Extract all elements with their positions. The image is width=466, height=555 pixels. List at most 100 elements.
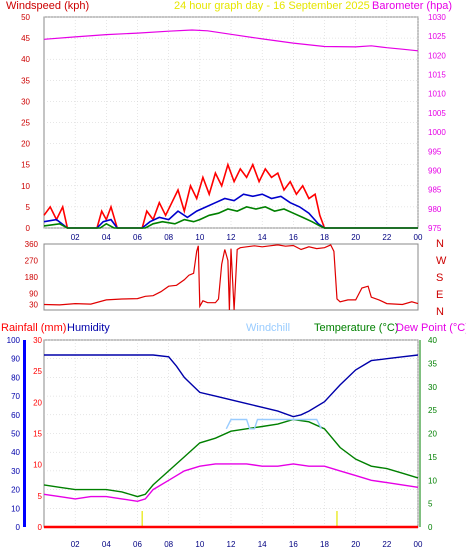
barometer-tick-label: 985 [428, 186, 442, 195]
dewpoint-axis-title: Dew Point (°C) [396, 322, 466, 334]
humidity-tick-label: 20 [11, 486, 20, 495]
humidity-axis-title: Humidity [67, 322, 110, 334]
barometer-tick-label: 990 [428, 166, 442, 175]
direction-panel-frame [43, 243, 419, 311]
wind-x-tick-label: 16 [289, 233, 298, 242]
direction-panel-series [43, 244, 419, 311]
wind-panel-series [43, 29, 419, 229]
direction-tick-label: 90 [29, 290, 38, 299]
temp-x-tick-label: 08 [164, 540, 173, 549]
barometer-tick-label: 975 [428, 224, 442, 233]
temp-x-tick-label: 06 [133, 540, 142, 549]
humidity-tick-label: 80 [11, 373, 20, 382]
wind-panel-axes: 0510152025303540455097598098599099510001… [21, 13, 446, 242]
temperature-tick-label: 35 [428, 359, 437, 368]
wind-x-tick-label: 18 [320, 233, 329, 242]
temperature-tick-label: 40 [428, 336, 437, 345]
rainfall-tick-label: 0 [38, 523, 43, 532]
wind_avg-line [43, 193, 418, 229]
wind_gust-line [43, 162, 418, 229]
direction-tick-label: 30 [29, 301, 38, 310]
rainfall-tick-label: 10 [33, 461, 42, 470]
humidity-tick-label: 30 [11, 467, 20, 476]
rainfall-tick-label: 30 [33, 336, 42, 345]
barometer-tick-label: 995 [428, 147, 442, 156]
humidity-tick-label: 40 [11, 448, 20, 457]
rainfall-tick-label: 20 [33, 398, 42, 407]
barometer-tick-label: 1015 [428, 71, 446, 80]
barometer-tick-label: 1020 [428, 51, 446, 60]
wind-x-tick-label: 20 [351, 233, 360, 242]
humidity-tick-label: 50 [11, 430, 20, 439]
wind-x-tick-label: 12 [227, 233, 236, 242]
rainfall-axis-title: Rainfall (mm) [1, 322, 66, 334]
temperature-tick-label: 15 [428, 453, 437, 462]
rainfall-tick-label: 15 [33, 430, 42, 439]
barometer-tick-label: 1030 [428, 13, 446, 22]
wind-direction-line [43, 244, 419, 311]
humidity-tick-label: 10 [11, 504, 20, 513]
wind-x-tick-label: 00 [414, 233, 423, 242]
barometer-tick-label: 980 [428, 205, 442, 214]
windspeed-tick-label: 45 [21, 34, 30, 43]
wind-x-tick-label: 08 [164, 233, 173, 242]
temperature-tick-label: 30 [428, 383, 437, 392]
windspeed-tick-label: 40 [21, 55, 30, 64]
temp-x-tick-label: 10 [195, 540, 204, 549]
wind-x-tick-label: 06 [133, 233, 142, 242]
temp-x-tick-label: 12 [227, 540, 236, 549]
temperature-tick-label: 5 [428, 500, 433, 509]
temperature-line [43, 418, 419, 498]
humidity-line [44, 354, 419, 418]
temp-panel-series [43, 354, 419, 529]
compass-label: S [436, 272, 443, 284]
wind-x-tick-label: 10 [195, 233, 204, 242]
humidity-tick-label: 0 [16, 523, 21, 532]
windspeed-tick-label: 0 [26, 224, 31, 233]
wind_max-line [43, 206, 418, 229]
rainfall-tick-label: 25 [33, 367, 42, 376]
temperature-tick-label: 10 [428, 476, 437, 485]
temp-x-tick-label: 22 [382, 540, 391, 549]
compass-label: N [436, 238, 444, 250]
temp-x-tick-label: 14 [258, 540, 267, 549]
wind-x-tick-label: 22 [382, 233, 391, 242]
humidity-tick-label: 90 [11, 355, 20, 364]
temperature-tick-label: 25 [428, 406, 437, 415]
barometer-tick-label: 1000 [428, 128, 446, 137]
temperature-axis-title: Temperature (°C) [314, 322, 398, 334]
temp-x-tick-label: 02 [71, 540, 80, 549]
barometer-tick-label: 1025 [428, 32, 446, 41]
barometer-tick-label: 1005 [428, 109, 446, 118]
windspeed-tick-label: 15 [21, 161, 30, 170]
windspeed-tick-label: 20 [21, 140, 30, 149]
direction-tick-label: 360 [25, 240, 39, 249]
windchill-line [225, 418, 323, 430]
barometer-line [43, 29, 419, 52]
wind-x-tick-label: 14 [258, 233, 267, 242]
temp-panel-axes: 0102030405060708090100051015202530051015… [7, 336, 438, 549]
temp-x-tick-label: 18 [320, 540, 329, 549]
dewpoint-line [43, 463, 419, 503]
wind-x-tick-label: 02 [71, 233, 80, 242]
humidity-tick-label: 100 [7, 336, 21, 345]
compass-label: E [436, 289, 443, 301]
barometer-tick-label: 1010 [428, 90, 446, 99]
temp-x-tick-label: 20 [351, 540, 360, 549]
temp-x-tick-label: 00 [414, 540, 423, 549]
temperature-tick-label: 0 [428, 523, 433, 532]
windspeed-tick-label: 50 [21, 13, 30, 22]
barometer-axis-title: Barometer (hpa) [372, 0, 452, 12]
direction-tick-label: 180 [25, 273, 39, 282]
compass-label: N [436, 306, 444, 318]
graph-title: 24 hour graph day - 16 September 2025 [174, 0, 370, 12]
direction-tick-label: 270 [25, 257, 39, 266]
temp-x-tick-label: 04 [102, 540, 111, 549]
rainfall-tick-label: 5 [38, 492, 43, 501]
compass-label: W [436, 255, 447, 267]
windspeed-tick-label: 30 [21, 97, 30, 106]
humidity-tick-label: 70 [11, 392, 20, 401]
windspeed-axis-title: Windspeed (kph) [6, 0, 89, 12]
